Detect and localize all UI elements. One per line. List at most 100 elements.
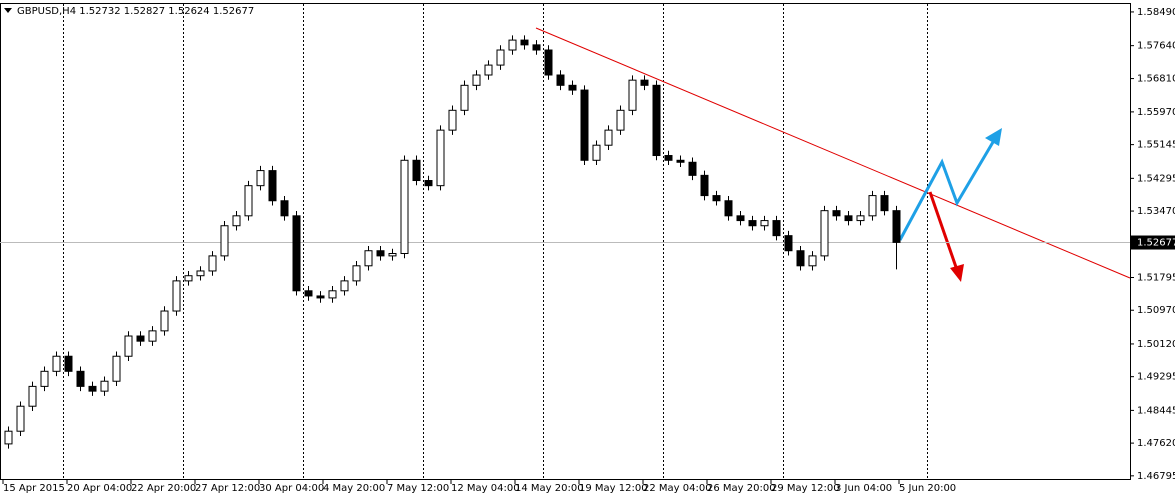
y-tick-label: 1.47620 <box>1137 438 1175 449</box>
candle-body <box>424 180 433 187</box>
candle-body <box>4 430 13 445</box>
candle-body <box>568 84 577 91</box>
candle-body <box>544 49 553 76</box>
candle-body <box>448 109 457 131</box>
candle-body <box>592 144 601 161</box>
candle-body <box>580 89 589 161</box>
y-tick-label: 1.55970 <box>1137 107 1175 118</box>
candle-body <box>616 109 625 131</box>
y-tick-label: 1.51795 <box>1137 273 1175 284</box>
candle-body <box>460 84 469 111</box>
y-tick-label: 1.56810 <box>1137 74 1175 85</box>
candle-body <box>532 44 541 51</box>
candle-body <box>772 220 781 237</box>
candle-body <box>232 215 241 227</box>
candle-body <box>28 385 37 407</box>
candle-body <box>436 129 445 187</box>
forecast-down-arrow <box>928 191 964 282</box>
candle-body <box>844 215 853 222</box>
candle-body <box>292 215 301 292</box>
candle-body <box>832 210 841 217</box>
x-tick-label: 22 May 04:00 <box>643 483 712 494</box>
candle-body <box>136 335 145 342</box>
x-tick-label: 27 Apr 12:00 <box>195 483 260 494</box>
candle-body <box>172 280 181 312</box>
x-tick-label: 29 May 12:00 <box>771 483 840 494</box>
plot-frame <box>0 3 1131 480</box>
candle-body <box>892 210 901 243</box>
candle-body <box>628 79 637 111</box>
candle-body <box>244 185 253 217</box>
symbol-marker <box>4 8 12 13</box>
candle-body <box>700 174 709 197</box>
candle-body <box>52 355 61 372</box>
y-tick-label: 1.46795 <box>1137 471 1175 482</box>
chart-title: GBPUSD,H4 1.52732 1.52827 1.52624 1.5267… <box>17 6 254 17</box>
candle-body <box>736 215 745 222</box>
candle-body <box>508 39 517 51</box>
y-tick-label: 1.49295 <box>1137 372 1175 383</box>
candle-body <box>520 39 529 46</box>
candle-body <box>304 290 313 297</box>
candle-body <box>484 64 493 76</box>
y-tick-label: 1.58490 <box>1137 7 1175 18</box>
candle-body <box>472 74 481 86</box>
candle-body <box>820 210 829 257</box>
x-tick-label: 15 Apr 2015 <box>3 483 65 494</box>
candle-body <box>268 170 277 202</box>
candle-body <box>388 253 397 257</box>
candle-body <box>88 385 97 392</box>
candle-body <box>148 330 157 342</box>
candle-body <box>712 195 721 202</box>
candle-body <box>652 84 661 157</box>
candle-body <box>100 380 109 392</box>
candle-body <box>316 295 325 299</box>
candle-body <box>220 225 229 257</box>
candle-body <box>280 200 289 217</box>
candle-body <box>16 405 25 432</box>
candle-body <box>880 195 889 212</box>
candle-body <box>64 355 73 372</box>
candle-body <box>328 290 337 299</box>
x-tick-label: 3 Jun 04:00 <box>835 483 892 494</box>
candle-body <box>664 155 673 161</box>
candle-body <box>112 355 121 382</box>
candle-body <box>868 195 877 217</box>
candle-body <box>724 200 733 217</box>
current-price-box <box>1131 235 1175 250</box>
candle-body <box>748 220 757 227</box>
candle-body <box>412 159 421 182</box>
candle-body <box>40 370 49 387</box>
candle-body <box>808 255 817 267</box>
x-tick-label: 30 Apr 04:00 <box>259 483 324 494</box>
candle-body <box>640 79 649 86</box>
candle-body <box>184 275 193 282</box>
y-tick-label: 1.57640 <box>1137 41 1175 52</box>
candle-body <box>196 270 205 277</box>
forecast-up-arrow <box>898 128 1002 241</box>
candle-body <box>400 159 409 255</box>
x-tick-label: 14 May 20:00 <box>515 483 584 494</box>
candle-body <box>376 250 385 257</box>
x-tick-label: 19 May 12:00 <box>579 483 648 494</box>
x-tick-label: 12 May 04:00 <box>451 483 520 494</box>
candle-body <box>688 161 697 176</box>
candle-body <box>340 280 349 292</box>
candle-body <box>256 170 265 187</box>
x-tick-label: 26 May 20:00 <box>707 483 776 494</box>
y-tick-label: 1.50120 <box>1137 339 1175 350</box>
y-tick-label: 1.48445 <box>1137 405 1175 416</box>
x-tick-label: 5 Jun 20:00 <box>899 483 956 494</box>
candle-body <box>124 335 133 357</box>
candle-body <box>160 310 169 332</box>
x-tick-label: 7 May 12:00 <box>387 483 449 494</box>
current-price-label: 1.52677 <box>1137 238 1175 249</box>
candle-body <box>352 265 361 282</box>
y-tick-label: 1.53470 <box>1137 206 1175 217</box>
candle-body <box>760 220 769 227</box>
candle-body <box>556 74 565 86</box>
y-tick-label: 1.54295 <box>1137 173 1175 184</box>
candle-body <box>208 255 217 272</box>
candle-body <box>604 129 613 146</box>
candle-body <box>496 49 505 66</box>
